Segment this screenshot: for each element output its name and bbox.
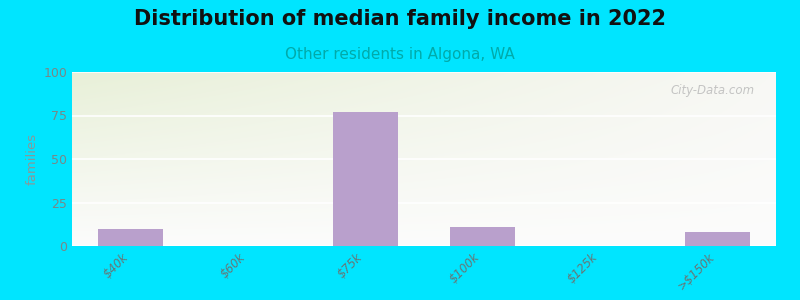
Text: Distribution of median family income in 2022: Distribution of median family income in … xyxy=(134,9,666,29)
Text: City-Data.com: City-Data.com xyxy=(670,84,755,97)
Text: Other residents in Algona, WA: Other residents in Algona, WA xyxy=(285,46,515,62)
Y-axis label: families: families xyxy=(26,133,39,185)
Bar xyxy=(685,232,750,246)
Bar xyxy=(450,227,515,246)
Bar xyxy=(98,229,163,246)
Bar xyxy=(333,112,398,246)
